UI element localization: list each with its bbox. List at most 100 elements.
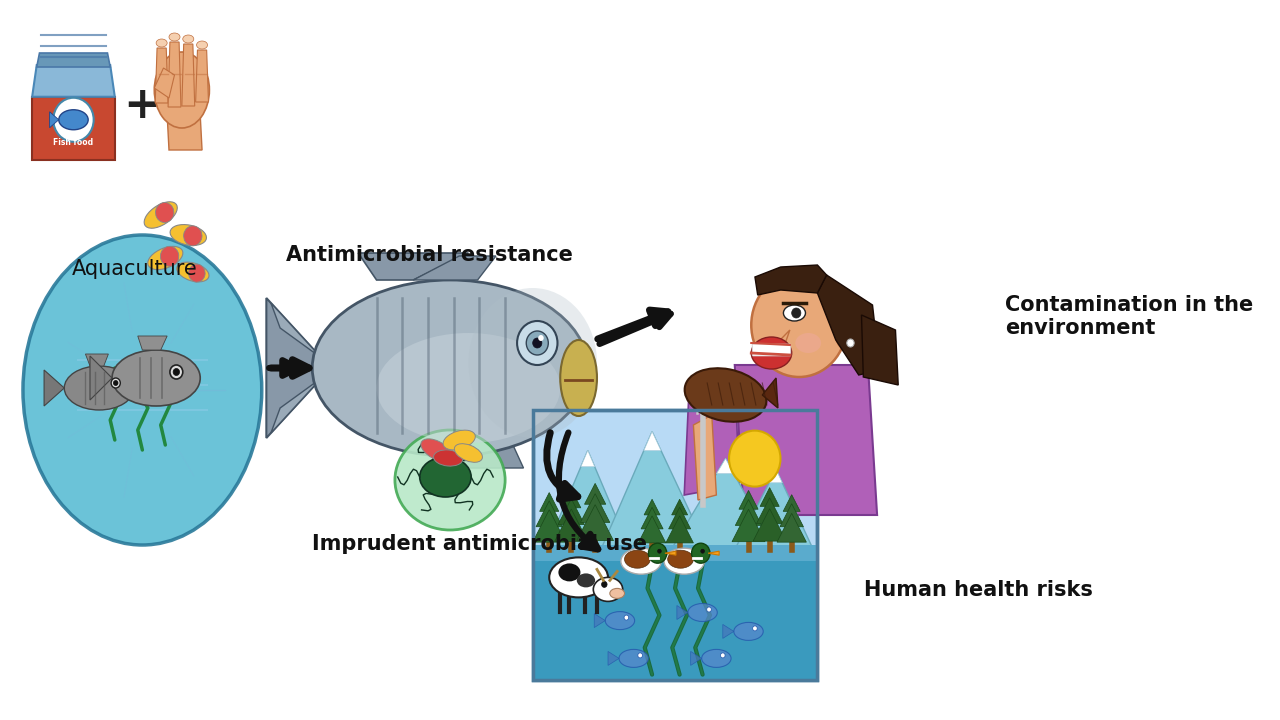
Polygon shape xyxy=(677,606,687,619)
Ellipse shape xyxy=(64,366,134,410)
Ellipse shape xyxy=(155,52,210,128)
Circle shape xyxy=(526,331,548,355)
Circle shape xyxy=(625,615,628,620)
Ellipse shape xyxy=(701,649,731,667)
Polygon shape xyxy=(558,499,585,525)
Polygon shape xyxy=(168,42,180,107)
Polygon shape xyxy=(763,378,778,408)
Polygon shape xyxy=(723,624,733,639)
Ellipse shape xyxy=(561,340,596,416)
Polygon shape xyxy=(540,492,559,511)
Polygon shape xyxy=(585,483,605,504)
Ellipse shape xyxy=(188,264,205,282)
Circle shape xyxy=(707,607,712,612)
Ellipse shape xyxy=(664,548,704,575)
Polygon shape xyxy=(644,431,660,451)
Circle shape xyxy=(637,653,643,658)
Polygon shape xyxy=(753,509,786,541)
Polygon shape xyxy=(769,469,782,483)
Circle shape xyxy=(532,338,541,348)
Ellipse shape xyxy=(621,548,662,575)
Circle shape xyxy=(170,365,183,379)
Ellipse shape xyxy=(468,288,596,438)
Polygon shape xyxy=(777,513,806,542)
Polygon shape xyxy=(155,48,168,103)
Polygon shape xyxy=(32,65,115,96)
Text: Aquaculture: Aquaculture xyxy=(72,259,198,279)
Ellipse shape xyxy=(197,41,207,49)
Polygon shape xyxy=(577,505,613,541)
Polygon shape xyxy=(460,428,524,468)
Polygon shape xyxy=(785,357,813,373)
Ellipse shape xyxy=(836,321,854,349)
Ellipse shape xyxy=(685,368,767,422)
Polygon shape xyxy=(32,96,115,160)
Ellipse shape xyxy=(620,649,649,667)
Circle shape xyxy=(700,549,704,553)
Polygon shape xyxy=(165,80,202,150)
Polygon shape xyxy=(581,451,595,467)
Polygon shape xyxy=(664,552,676,555)
Ellipse shape xyxy=(23,235,261,545)
Polygon shape xyxy=(50,112,59,127)
Ellipse shape xyxy=(795,333,820,353)
Ellipse shape xyxy=(170,225,206,246)
Ellipse shape xyxy=(160,246,179,266)
Polygon shape xyxy=(554,509,588,541)
Circle shape xyxy=(792,308,801,318)
Ellipse shape xyxy=(183,35,193,43)
Polygon shape xyxy=(580,494,609,523)
Polygon shape xyxy=(138,336,168,350)
Ellipse shape xyxy=(183,226,202,246)
Ellipse shape xyxy=(396,430,506,530)
Circle shape xyxy=(602,582,607,588)
Ellipse shape xyxy=(609,588,625,598)
Polygon shape xyxy=(691,652,701,665)
Circle shape xyxy=(751,273,847,377)
Ellipse shape xyxy=(156,39,168,47)
Ellipse shape xyxy=(420,457,471,497)
Circle shape xyxy=(111,378,120,388)
Polygon shape xyxy=(86,354,109,366)
Polygon shape xyxy=(641,508,663,529)
Circle shape xyxy=(691,543,710,563)
Ellipse shape xyxy=(434,450,463,466)
Text: Antimicrobial resistance: Antimicrobial resistance xyxy=(285,245,572,265)
Ellipse shape xyxy=(549,557,608,598)
Polygon shape xyxy=(644,499,660,515)
Ellipse shape xyxy=(751,337,792,369)
Ellipse shape xyxy=(59,109,88,130)
Polygon shape xyxy=(266,298,330,438)
Polygon shape xyxy=(739,490,758,509)
Polygon shape xyxy=(532,545,818,561)
Circle shape xyxy=(54,98,93,142)
Polygon shape xyxy=(818,275,879,375)
Polygon shape xyxy=(668,508,691,529)
Polygon shape xyxy=(735,365,877,515)
Polygon shape xyxy=(90,356,113,400)
Polygon shape xyxy=(694,415,717,500)
Ellipse shape xyxy=(376,333,561,443)
Ellipse shape xyxy=(169,33,180,41)
Polygon shape xyxy=(155,68,174,98)
Ellipse shape xyxy=(113,350,200,406)
Ellipse shape xyxy=(421,439,452,461)
Polygon shape xyxy=(783,495,800,511)
Ellipse shape xyxy=(625,550,650,568)
Polygon shape xyxy=(532,550,818,599)
Ellipse shape xyxy=(687,603,717,621)
Ellipse shape xyxy=(558,563,580,582)
Polygon shape xyxy=(717,459,733,474)
Polygon shape xyxy=(708,552,719,555)
Ellipse shape xyxy=(668,550,694,568)
Ellipse shape xyxy=(594,577,622,601)
FancyBboxPatch shape xyxy=(532,545,818,680)
Text: Contamination in the
environment: Contamination in the environment xyxy=(1005,295,1253,338)
Ellipse shape xyxy=(443,430,475,450)
Polygon shape xyxy=(773,330,790,351)
Ellipse shape xyxy=(454,444,483,462)
Circle shape xyxy=(538,335,544,341)
Polygon shape xyxy=(780,504,804,527)
Polygon shape xyxy=(861,315,899,385)
Polygon shape xyxy=(756,498,783,523)
